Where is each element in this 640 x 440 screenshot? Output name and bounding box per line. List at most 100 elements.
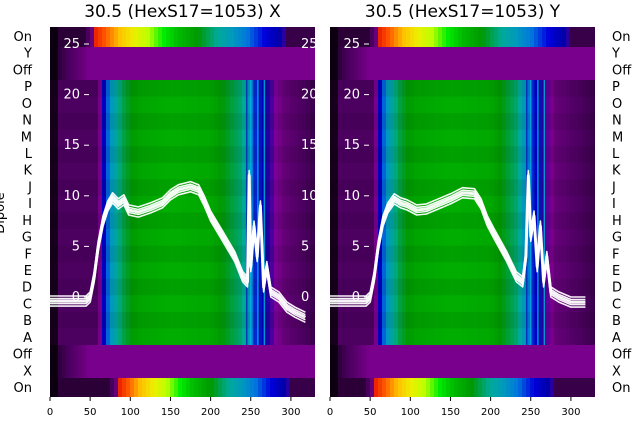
cell [314, 345, 315, 378]
cell [426, 27, 431, 47]
cell [106, 345, 111, 378]
cell [398, 378, 403, 397]
cell [574, 47, 579, 80]
cell [434, 80, 439, 345]
cell [498, 345, 503, 378]
cell [394, 378, 399, 397]
cell [506, 47, 511, 80]
cell [278, 47, 283, 80]
cell [394, 80, 399, 345]
cell [586, 80, 591, 345]
cell [346, 378, 351, 397]
cell [302, 80, 307, 345]
cell [366, 27, 371, 47]
cell [190, 378, 195, 397]
cell [562, 345, 567, 378]
cell [162, 47, 167, 80]
cell [506, 345, 511, 378]
cell [478, 27, 483, 47]
cell [250, 345, 255, 378]
cell [186, 80, 191, 345]
cell [218, 27, 223, 47]
cell [62, 378, 67, 397]
cell [234, 80, 239, 345]
cell [530, 47, 535, 80]
cell [238, 47, 243, 80]
row-label: B [612, 314, 621, 329]
row-label: N [22, 114, 32, 129]
cell [458, 80, 463, 345]
cell [378, 345, 383, 378]
cell [74, 27, 79, 47]
cell [122, 47, 127, 80]
cell [490, 345, 495, 378]
cell [510, 378, 515, 397]
cell [378, 80, 383, 345]
cell [342, 345, 347, 378]
cell [418, 27, 423, 47]
row-label: A [612, 331, 621, 346]
cell [434, 47, 439, 80]
row-label: N [612, 114, 622, 129]
cell [550, 345, 555, 378]
cell [430, 27, 435, 47]
cell [426, 345, 431, 378]
cell [398, 80, 403, 345]
cell [446, 80, 451, 345]
cell [366, 80, 371, 345]
cell [398, 47, 403, 80]
cell [382, 27, 387, 47]
cell [358, 345, 363, 378]
cell [566, 27, 571, 47]
cell [66, 345, 71, 378]
cell [370, 47, 375, 80]
cell [226, 80, 231, 345]
cell [150, 47, 155, 80]
cell [490, 80, 495, 345]
cell [422, 47, 427, 80]
cell [214, 47, 219, 80]
cell [66, 27, 71, 47]
cell [130, 47, 135, 80]
cell [498, 80, 503, 345]
cell [446, 27, 451, 47]
cell [590, 47, 595, 80]
cell [534, 378, 539, 397]
cell [210, 345, 215, 378]
cell [558, 80, 563, 345]
cell [338, 345, 343, 378]
row-label: M [21, 130, 32, 145]
row-label: Off [612, 63, 632, 78]
cell [478, 47, 483, 80]
cell [74, 378, 79, 397]
cell [178, 47, 183, 80]
cell [342, 80, 347, 345]
cell [70, 378, 75, 397]
cell [262, 47, 267, 80]
cell [582, 345, 587, 378]
cell [374, 47, 379, 80]
cell [458, 47, 463, 80]
xtick-label: 300 [281, 407, 300, 418]
row-label: C [23, 297, 32, 312]
cell [222, 27, 227, 47]
row-label: E [612, 264, 620, 279]
cell [514, 80, 519, 345]
cell [482, 27, 487, 47]
row-label: G [612, 231, 622, 246]
cell [462, 80, 467, 345]
cell [342, 378, 347, 397]
row-label: M [612, 130, 623, 145]
cell [362, 80, 367, 345]
row-label: K [23, 164, 32, 179]
cell [214, 80, 219, 345]
cell [542, 378, 547, 397]
cell [154, 27, 159, 47]
cell [386, 47, 391, 80]
cell [166, 345, 171, 378]
cell [122, 345, 127, 378]
cell [210, 27, 215, 47]
cell [302, 345, 307, 378]
cell [402, 80, 407, 345]
